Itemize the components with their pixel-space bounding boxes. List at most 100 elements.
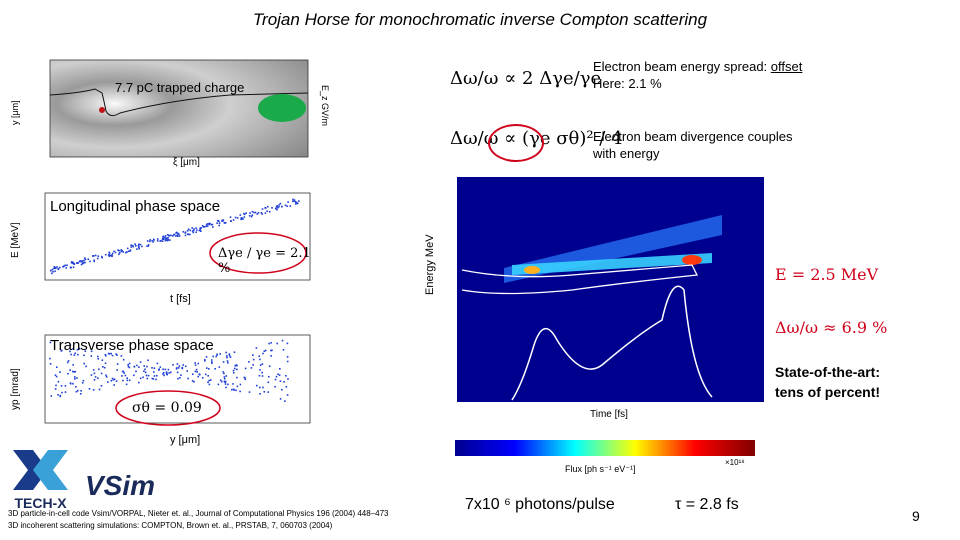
longitudinal-scatter <box>50 198 300 275</box>
transverse-point <box>49 357 51 360</box>
transverse-point <box>227 362 229 364</box>
longitudinal-point <box>177 232 179 235</box>
transverse-ylabel: yp [mrad] <box>10 368 21 410</box>
longitudinal-point <box>232 219 235 221</box>
note2-line2: with energy <box>593 146 660 161</box>
transverse-point <box>113 384 115 386</box>
transverse-point <box>60 385 63 387</box>
transverse-point <box>275 375 278 378</box>
spread-ellipse <box>209 232 307 274</box>
longitudinal-point <box>192 231 195 234</box>
transverse-plot <box>44 334 311 426</box>
colorbar: Flux [ph s⁻¹ eV⁻¹] ×10¹⁸ <box>455 440 755 480</box>
transverse-point <box>115 353 117 355</box>
transverse-point <box>59 394 62 397</box>
transverse-point <box>204 373 207 376</box>
photons-per-pulse: 7x10 ⁶ photons/pulse <box>465 496 615 513</box>
colorbar-scale: ×10¹⁸ <box>725 458 745 467</box>
longitudinal-point <box>163 236 166 238</box>
transverse-point <box>270 342 272 344</box>
transverse-point <box>175 367 178 369</box>
transverse-point <box>126 377 128 379</box>
longitudinal-point <box>168 235 171 237</box>
transverse-point <box>216 353 218 356</box>
transverse-point <box>90 350 93 353</box>
transverse-point <box>67 372 69 375</box>
transverse-point <box>244 367 247 370</box>
transverse-point <box>236 368 238 371</box>
longitudinal-point <box>50 269 52 272</box>
longitudinal-point <box>151 240 153 242</box>
transverse-point <box>113 378 116 380</box>
longitudinal-plot <box>44 192 311 281</box>
longitudinal-point <box>243 216 246 218</box>
transverse-point <box>49 363 52 365</box>
longitudinal-point <box>267 205 269 208</box>
transverse-point <box>77 353 79 356</box>
transverse-point <box>287 378 289 380</box>
transverse-point <box>226 360 229 362</box>
transverse-point <box>61 391 63 394</box>
transverse-point <box>74 376 76 378</box>
longitudinal-point <box>281 205 283 208</box>
transverse-point <box>248 361 250 363</box>
transverse-point <box>274 385 276 388</box>
transverse-point <box>283 381 285 383</box>
longitudinal-point <box>117 249 119 251</box>
longitudinal-point <box>171 235 174 237</box>
longitudinal-point <box>200 230 202 232</box>
transverse-point <box>127 365 130 368</box>
transverse-point <box>208 383 211 386</box>
transverse-point <box>194 370 197 373</box>
longitudinal-point <box>261 208 264 210</box>
transverse-point <box>233 351 236 353</box>
transverse-point <box>284 400 286 402</box>
transverse-point <box>97 377 99 379</box>
transverse-point <box>271 349 273 352</box>
longitudinal-point <box>203 226 206 228</box>
transverse-point <box>207 381 209 384</box>
transverse-point <box>244 378 247 381</box>
longitudinal-point <box>159 240 161 242</box>
longitudinal-point <box>72 266 75 269</box>
slide-title: Trojan Horse for monochromatic inverse C… <box>252 10 708 29</box>
transverse-point <box>193 380 195 383</box>
transverse-point <box>184 365 187 368</box>
longitudinal-point <box>114 251 117 254</box>
longitudinal-point <box>230 220 232 222</box>
longitudinal-point <box>96 257 99 260</box>
transverse-point <box>232 383 234 385</box>
longitudinal-point <box>149 239 152 241</box>
transverse-point <box>153 375 156 377</box>
transverse-point <box>64 385 67 387</box>
transverse-point <box>156 374 158 377</box>
longitudinal-point <box>162 237 164 240</box>
transverse-scatter <box>49 339 289 402</box>
longitudinal-point <box>83 261 86 264</box>
transverse-point <box>73 354 76 356</box>
transverse-point <box>98 388 101 391</box>
note1-line1: Electron beam energy spread: <box>593 59 768 74</box>
transverse-point <box>97 358 100 360</box>
transverse-point <box>211 362 213 364</box>
longitudinal-point <box>264 212 267 214</box>
transverse-point <box>163 374 165 377</box>
longitudinal-point <box>101 255 103 258</box>
result-energy: E = 2.5 MeV <box>775 265 879 284</box>
transverse-point <box>224 383 227 385</box>
transverse-point <box>259 364 262 366</box>
transverse-point <box>268 365 271 367</box>
transverse-point <box>102 366 104 368</box>
longitudinal-point <box>208 223 211 226</box>
transverse-point <box>223 377 226 380</box>
longitudinal-point <box>286 205 288 207</box>
transverse-point <box>127 364 129 366</box>
longitudinal-panel: Longitudinal phase space Δγe / γe = 2.1 … <box>10 188 320 310</box>
longitudinal-point <box>222 219 225 221</box>
reference-1: 3D particle-in-cell code Vsim/VORPAL, Ni… <box>8 509 389 518</box>
transverse-point <box>153 367 156 369</box>
transverse-point <box>54 388 57 390</box>
longitudinal-point <box>239 214 242 216</box>
transverse-point <box>175 368 178 370</box>
longitudinal-point <box>72 261 74 264</box>
